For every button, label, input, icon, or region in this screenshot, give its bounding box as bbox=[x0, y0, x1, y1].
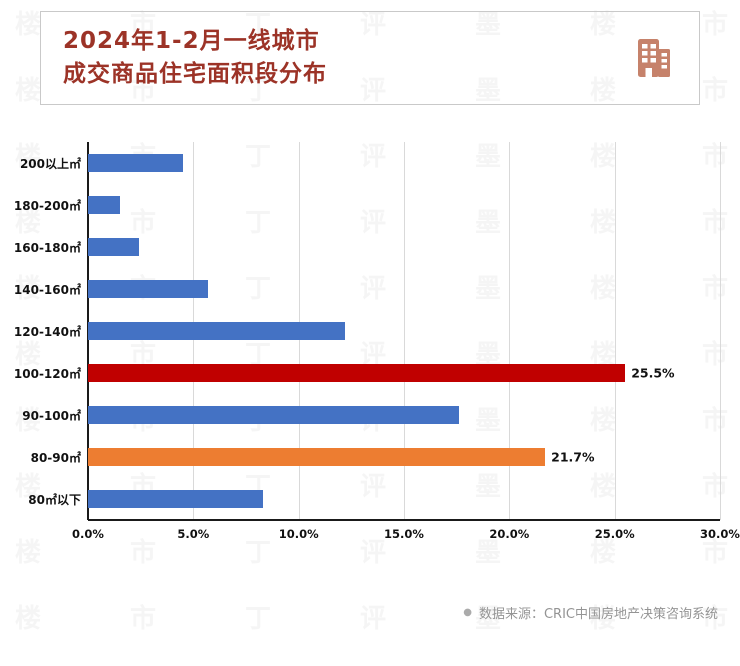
chart-row: 140-160㎡ bbox=[0, 268, 720, 310]
x-tick-label: 20.0% bbox=[489, 527, 530, 541]
watermark-char: 市 bbox=[702, 10, 729, 40]
bar-track bbox=[88, 238, 720, 256]
bar bbox=[88, 490, 263, 508]
title-line-2: 成交商品住宅面积段分布 bbox=[63, 61, 327, 87]
x-tick-label: 15.0% bbox=[384, 527, 424, 541]
watermark-char: 楼 bbox=[15, 604, 42, 634]
watermark-char: 市 bbox=[702, 76, 729, 106]
bar-track: 21.7% bbox=[88, 448, 720, 466]
x-tick-label: 5.0% bbox=[177, 527, 210, 541]
category-label: 140-160㎡ bbox=[13, 282, 81, 297]
chart-row: 80-90㎡ 21.7% bbox=[0, 436, 720, 478]
title-line-1: 2024年1-2月一线城市 bbox=[63, 27, 320, 54]
bar-track bbox=[88, 280, 720, 298]
bar-track bbox=[88, 196, 720, 214]
chart-row: 120-140㎡ bbox=[0, 310, 720, 352]
x-tick-label: 10.0% bbox=[278, 527, 319, 541]
bar-chart: 200以上㎡ 180-200㎡ 160-180㎡ 140-160㎡ 120-140㎡ 10… bbox=[0, 142, 740, 562]
chart-row: 80㎡以下 bbox=[0, 478, 720, 520]
bar-track bbox=[88, 406, 720, 424]
data-source: ● 数据来源：CRIC中国房地产决策咨询系统 bbox=[463, 603, 718, 622]
bar bbox=[88, 238, 139, 256]
category-label: 180-200㎡ bbox=[13, 198, 81, 213]
source-text: 数据来源：CRIC中国房地产决策咨询系统 bbox=[478, 607, 718, 622]
bar bbox=[88, 154, 183, 172]
bar-track bbox=[88, 490, 720, 508]
watermark-char: 楼 bbox=[15, 10, 42, 40]
chart-row: 100-120㎡ 25.5% bbox=[0, 352, 720, 394]
category-label: 100-120㎡ bbox=[13, 366, 81, 381]
watermark-char: 市 bbox=[130, 604, 157, 634]
category-label: 120-140㎡ bbox=[13, 324, 81, 339]
chart-rows: 200以上㎡ 180-200㎡ 160-180㎡ 140-160㎡ 120-140㎡ 10… bbox=[0, 142, 720, 520]
bar bbox=[88, 280, 209, 298]
bar bbox=[88, 364, 626, 382]
bar-track: 25.5% bbox=[88, 364, 720, 382]
gridline bbox=[509, 142, 511, 520]
gridline bbox=[614, 142, 616, 520]
category-label: 80-90㎡ bbox=[30, 450, 81, 465]
x-tick-label: 0.0% bbox=[72, 527, 104, 541]
category-label: 200以上㎡ bbox=[19, 156, 81, 171]
x-tick-label: 25.0% bbox=[594, 527, 635, 541]
chart-row: 200以上㎡ bbox=[0, 142, 720, 184]
bar-track bbox=[88, 322, 720, 340]
page-title: 2024年1-2月一线城市 成交商品住宅面积段分布 bbox=[63, 25, 327, 92]
watermark-char: 评 bbox=[360, 604, 387, 634]
x-axis-labels: 0.0% 5.0% 10.0% 15.0% 20.0% 25.0% 30.0% bbox=[72, 527, 740, 549]
watermark-char: 楼 bbox=[15, 76, 42, 106]
gridline bbox=[404, 142, 405, 520]
category-label: 80㎡以下 bbox=[28, 492, 81, 507]
title-box: 2024年1-2月一线城市 成交商品住宅面积段分布 bbox=[40, 11, 700, 105]
x-axis-line bbox=[88, 519, 720, 521]
chart-row: 180-200㎡ bbox=[0, 184, 720, 226]
chart-row: 90-100㎡ bbox=[0, 394, 720, 436]
value-label: 25.5% bbox=[631, 365, 675, 381]
value-label: 21.7% bbox=[551, 449, 595, 465]
bar-track bbox=[88, 154, 720, 172]
building-icon bbox=[629, 34, 677, 82]
bar bbox=[88, 406, 459, 424]
bar bbox=[88, 196, 120, 214]
watermark-char: 丁 bbox=[245, 604, 272, 634]
bar bbox=[88, 322, 345, 340]
chart-row: 160-180㎡ bbox=[0, 226, 720, 268]
bullet-icon: ● bbox=[463, 607, 472, 618]
bar bbox=[88, 448, 546, 466]
gridline bbox=[720, 142, 721, 520]
x-tick-label: 30.0% bbox=[700, 527, 740, 541]
category-label: 90-100㎡ bbox=[22, 408, 81, 423]
category-label: 160-180㎡ bbox=[13, 240, 81, 255]
